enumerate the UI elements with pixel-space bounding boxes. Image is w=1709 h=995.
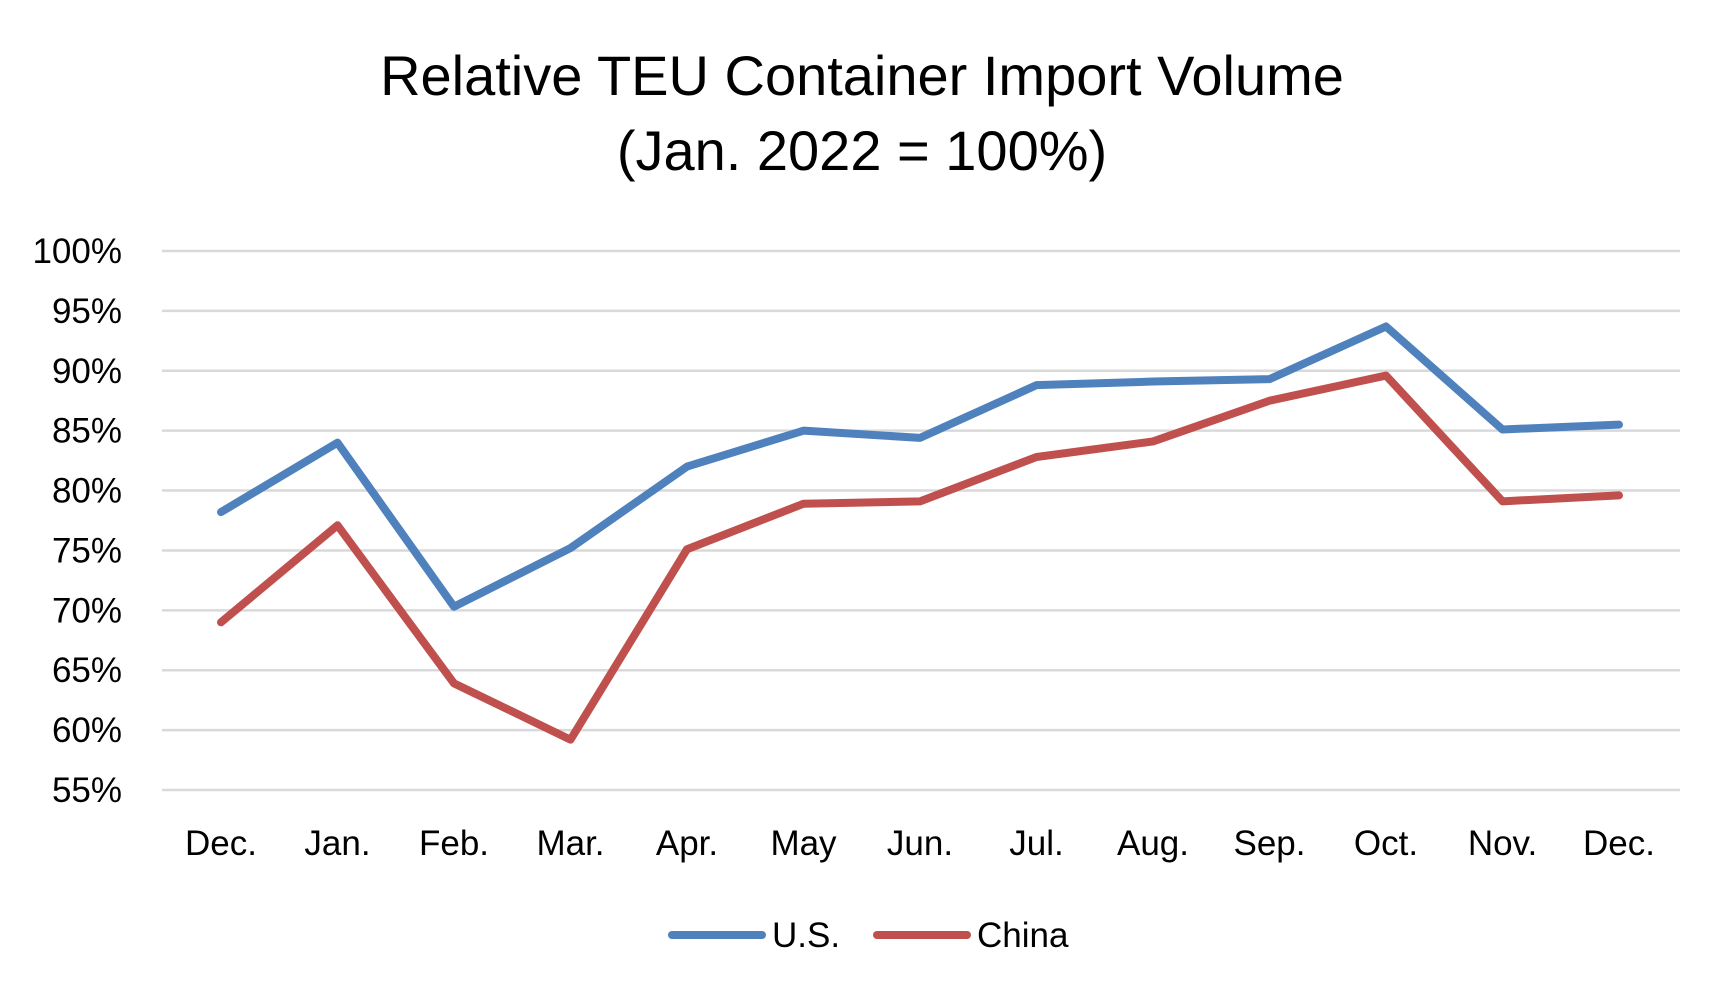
y-tick-label: 95% [52,292,122,331]
y-tick-label: 85% [52,412,122,451]
data-point-china [1035,456,1038,459]
data-point-china [802,502,805,505]
y-tick-label: 100% [32,232,122,271]
chart-title-line-1: Relative TEU Container Import Volume [380,44,1344,107]
y-tick-label: 65% [52,651,122,690]
data-point-u-s [220,511,222,514]
legend-label-china: China [977,916,1069,955]
data-point-u-s [1268,378,1271,381]
data-point-u-s [1035,384,1038,387]
y-tick-label: 80% [52,472,122,511]
data-point-u-s [569,547,572,550]
x-tick-label: Jun. [887,824,953,863]
chart-title-line-2: (Jan. 2022 = 100%) [617,119,1107,182]
x-tick-label: Apr. [656,824,718,863]
x-tick-label: Dec. [185,824,257,863]
data-point-china [336,524,339,527]
series-line-u-s [217,322,1623,611]
data-point-china [453,682,455,685]
data-point-u-s [1501,428,1504,431]
data-point-u-s [1618,423,1620,426]
x-tick-label: Jan. [304,824,370,863]
data-point-u-s [1152,380,1154,383]
data-point-china [1268,399,1271,402]
data-point-china [919,500,921,503]
x-tick-label: Mar. [536,824,604,863]
y-tick-label: 70% [52,591,122,630]
x-tick-label: Jul. [1009,824,1063,863]
legend-label-u-s: U.S. [772,916,840,955]
data-point-china [1618,494,1620,497]
y-tick-label: 55% [52,771,122,810]
x-tick-label: Oct. [1354,824,1418,863]
x-axis-tick-labels: Dec. Jan. Feb. Mar. Apr. May Jun. Jul. Aug. Sep. O… [185,824,1655,863]
data-point-u-s [1385,325,1387,328]
data-point-china [1152,440,1154,443]
y-tick-label: 60% [52,711,122,750]
x-tick-label: Dec. [1583,824,1655,863]
data-point-china [686,548,688,551]
data-point-china [1385,374,1387,377]
data-point-china [220,621,222,624]
data-point-u-s [453,605,455,608]
data-point-u-s [919,436,921,439]
x-tick-label: Aug. [1117,824,1189,863]
y-tick-label: 90% [52,352,122,391]
y-tick-label: 75% [52,531,122,570]
data-point-china [569,738,572,741]
data-point-u-s [802,429,805,432]
data-point-u-s [336,441,339,444]
y-axis-tick-labels: 55% 60% 65% 70% 75% 80% 85% 90% 95% 100% [32,232,122,810]
x-tick-label: Nov. [1468,824,1537,863]
series-lines [217,322,1623,744]
data-point-u-s [686,465,688,468]
x-tick-label: Sep. [1234,824,1306,863]
x-tick-label: May [770,824,837,863]
gridlines [162,249,1680,792]
x-tick-label: Feb. [419,824,489,863]
data-point-china [1501,500,1504,503]
legend: U.S. China [668,916,1069,955]
